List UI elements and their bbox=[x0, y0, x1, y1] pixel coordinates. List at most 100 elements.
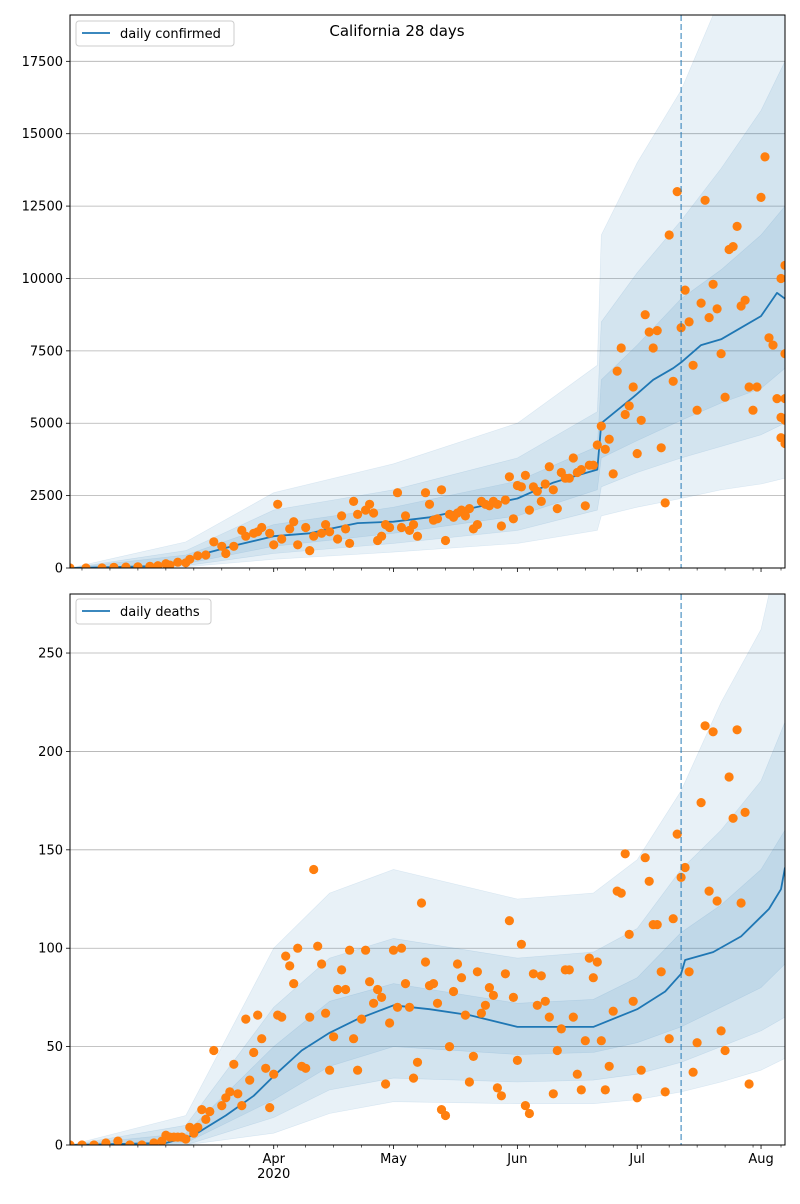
deaths-observed-point bbox=[89, 1140, 99, 1145]
confirmed-observed-point bbox=[81, 563, 91, 568]
confirmed-observed-point bbox=[460, 511, 470, 521]
deaths-y-tick-label: 50 bbox=[46, 1040, 63, 1055]
deaths-observed-point bbox=[568, 1012, 578, 1022]
deaths-observed-point bbox=[432, 998, 443, 1008]
deaths-y-tick-label: 200 bbox=[38, 745, 63, 760]
deaths-observed-point bbox=[500, 969, 510, 979]
confirmed-observed-point bbox=[668, 376, 678, 386]
confirmed-observed-point bbox=[612, 366, 622, 376]
deaths-observed-point bbox=[624, 929, 634, 940]
deaths-observed-point bbox=[245, 1075, 255, 1085]
deaths-observed-point bbox=[281, 951, 291, 961]
confirmed-y-tick-label: 17500 bbox=[22, 55, 63, 70]
deaths-observed-point bbox=[277, 1012, 287, 1022]
deaths-observed-point bbox=[201, 1114, 211, 1124]
deaths-observed-point bbox=[696, 798, 706, 808]
deaths-observed-point bbox=[357, 1014, 367, 1024]
deaths-observed-point bbox=[305, 1012, 315, 1022]
deaths-x-tick-label: Jun bbox=[506, 1152, 527, 1167]
deaths-observed-point bbox=[377, 992, 387, 1003]
deaths-observed-point bbox=[700, 721, 710, 731]
confirmed-y-tick-label: 2500 bbox=[30, 489, 63, 504]
deaths-y-tick-label: 100 bbox=[38, 942, 63, 957]
confirmed-observed-point bbox=[608, 469, 618, 479]
confirmed-observed-point bbox=[285, 524, 295, 534]
confirmed-observed-point bbox=[776, 273, 785, 284]
deaths-observed-point bbox=[472, 967, 482, 977]
deaths-observed-point bbox=[444, 1042, 455, 1052]
deaths-legend-label: daily deaths bbox=[120, 605, 200, 620]
deaths-observed-point bbox=[325, 1065, 335, 1075]
confirmed-observed-point bbox=[520, 470, 531, 480]
confirmed-observed-point bbox=[684, 317, 694, 327]
deaths-observed-point bbox=[532, 1000, 542, 1010]
deaths-observed-point bbox=[540, 996, 550, 1006]
deaths-observed-point bbox=[736, 898, 746, 908]
confirmed-y-tick-label: 15000 bbox=[22, 127, 63, 142]
confirmed-observed-point bbox=[109, 562, 119, 568]
confirmed-observed-point bbox=[400, 511, 411, 521]
deaths-observed-point bbox=[508, 992, 518, 1003]
deaths-observed-point bbox=[616, 888, 626, 898]
deaths-observed-point bbox=[396, 943, 407, 953]
confirmed-observed-point bbox=[576, 465, 586, 475]
deaths-observed-point bbox=[672, 829, 682, 839]
deaths-observed-point bbox=[412, 1057, 423, 1067]
deaths-observed-point bbox=[197, 1105, 207, 1115]
confirmed-observed-point bbox=[464, 504, 474, 514]
deaths-observed-point bbox=[604, 1061, 614, 1071]
deaths-observed-point bbox=[544, 1012, 554, 1022]
confirmed-observed-point bbox=[676, 323, 686, 333]
deaths-observed-point bbox=[724, 772, 734, 782]
deaths-y-tick-label: 250 bbox=[38, 647, 63, 662]
deaths-observed-point bbox=[416, 898, 427, 908]
confirmed-observed-point bbox=[257, 522, 267, 533]
confirmed-observed-point bbox=[756, 192, 766, 202]
confirmed-observed-point bbox=[664, 230, 674, 240]
confirmed-observed-point bbox=[412, 531, 423, 541]
deaths-observed-point bbox=[744, 1079, 754, 1089]
deaths-observed-point bbox=[329, 1032, 339, 1042]
deaths-observed-point bbox=[720, 1045, 730, 1056]
deaths-legend: daily deaths bbox=[75, 598, 212, 625]
confirmed-observed-point bbox=[165, 560, 175, 568]
deaths-y-tick-label: 0 bbox=[55, 1139, 63, 1154]
confirmed-observed-point bbox=[420, 488, 431, 498]
deaths-observed-point bbox=[564, 965, 574, 975]
confirmed-observed-point bbox=[121, 562, 131, 568]
confirmed-observed-point bbox=[472, 520, 482, 530]
deaths-observed-point bbox=[644, 876, 654, 886]
deaths-legend-box bbox=[75, 598, 212, 625]
confirmed-observed-point bbox=[221, 548, 231, 559]
confirmed-observed-point bbox=[564, 473, 574, 483]
confirmed-observed-point bbox=[692, 405, 702, 415]
confirmed-observed-point bbox=[768, 340, 778, 350]
deaths-observed-point bbox=[680, 862, 690, 873]
deaths-observed-point bbox=[692, 1038, 702, 1048]
deaths-observed-point bbox=[101, 1138, 111, 1145]
confirmed-observed-point bbox=[173, 557, 183, 567]
confirmed-observed-point bbox=[524, 505, 535, 515]
deaths-observed-point bbox=[237, 1101, 247, 1111]
confirmed-observed-point bbox=[656, 443, 666, 453]
confirmed-observed-point bbox=[780, 438, 785, 449]
confirmed-observed-point bbox=[325, 527, 335, 537]
deaths-plot-frame bbox=[69, 593, 786, 1146]
deaths-observed-point bbox=[404, 1002, 415, 1012]
deaths-observed-point bbox=[556, 1024, 566, 1034]
deaths-observed-point bbox=[313, 941, 323, 951]
deaths-observed-point bbox=[113, 1136, 123, 1145]
confirmed-observed-point bbox=[760, 152, 770, 162]
deaths-observed-point bbox=[580, 1036, 590, 1046]
deaths-observed-point bbox=[480, 1000, 490, 1010]
deaths-observed-point bbox=[217, 1101, 227, 1111]
deaths-band-95-area bbox=[70, 594, 785, 1145]
confirmed-observed-point bbox=[780, 394, 785, 404]
deaths-band-80-area bbox=[70, 721, 785, 1145]
confirmed-observed-point bbox=[752, 382, 762, 392]
deaths-observed-point bbox=[520, 1101, 531, 1111]
confirmed-observed-point bbox=[321, 520, 331, 530]
deaths-observed-point bbox=[385, 1018, 395, 1028]
